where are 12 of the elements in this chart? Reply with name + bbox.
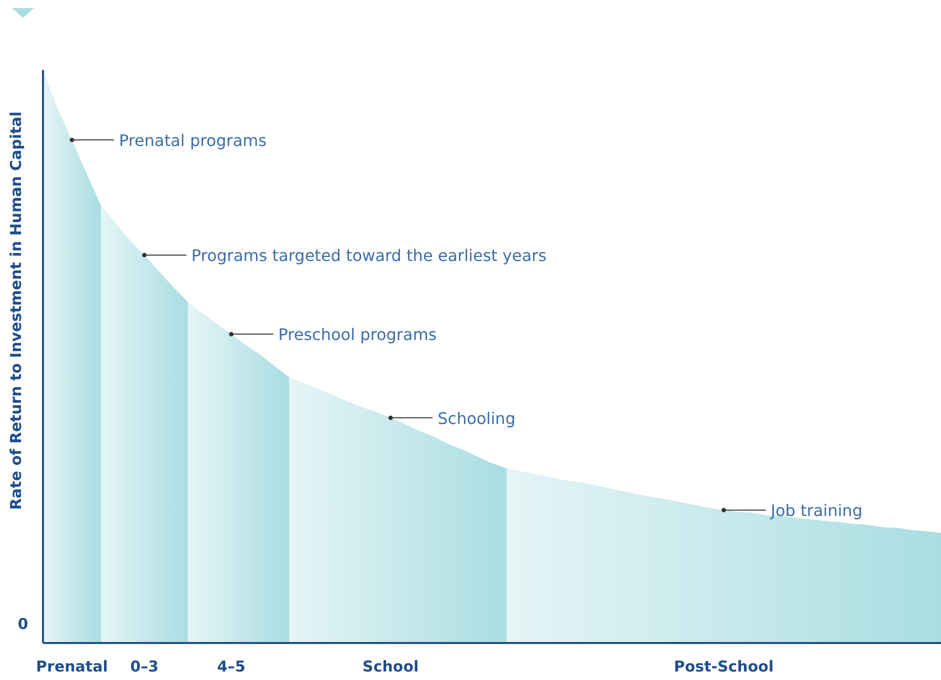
annotation: Schooling bbox=[438, 408, 516, 428]
x-tick-label: School bbox=[362, 658, 419, 676]
annotation: Preschool programs bbox=[278, 325, 437, 344]
annotation: Programs targeted toward the earliest years bbox=[191, 246, 547, 266]
x-tick-label: 0–3 bbox=[130, 658, 159, 676]
x-tick-label: Prenatal bbox=[36, 658, 108, 676]
text: 0 bbox=[18, 615, 28, 633]
x-tick-label: 4–5 bbox=[217, 658, 246, 676]
annotation: Prenatal programs bbox=[118, 130, 267, 150]
x-tick-label: Post-School bbox=[674, 658, 774, 676]
y-axis-title: Rate of Return to Investment in Human Capital bbox=[7, 111, 25, 510]
annotation: Job training bbox=[770, 501, 862, 520]
